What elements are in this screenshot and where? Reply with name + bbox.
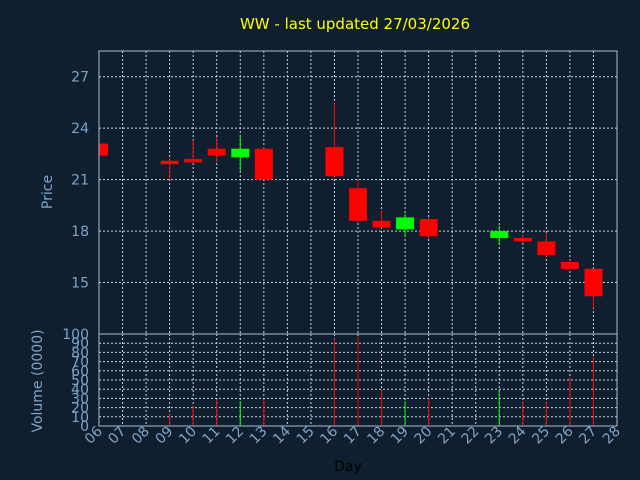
x-tick-label: 07 — [105, 424, 129, 448]
x-tick-label: 10 — [176, 424, 200, 448]
volume-tick-label: 10 — [71, 410, 89, 426]
x-tick-label: 09 — [153, 424, 177, 448]
x-tick-label: 14 — [270, 423, 294, 447]
volume-tick-label: 70 — [71, 355, 89, 371]
candle — [349, 179, 367, 223]
candle-body — [396, 217, 415, 230]
x-tick-label: 20 — [412, 424, 436, 448]
x-tick-label: 16 — [317, 423, 341, 447]
x-tick-label: 25 — [529, 424, 553, 448]
volume-plot-frame — [98, 333, 618, 427]
x-tick-label: 12 — [223, 424, 247, 448]
x-tick-label: 27 — [576, 424, 600, 448]
volume-tick-label: 80 — [71, 345, 89, 361]
volume-tick-label: 60 — [71, 364, 89, 380]
x-tick-label: 11 — [200, 424, 224, 448]
volume-tick-label: 50 — [71, 373, 89, 389]
price-tick-label: 21 — [71, 173, 89, 189]
price-tick-labels: 15 18 21 24 27 — [71, 70, 89, 292]
candle — [98, 143, 108, 156]
candle — [419, 217, 438, 238]
candle-body — [207, 148, 226, 156]
volume-tick-label: 20 — [71, 401, 89, 417]
candle-body — [99, 143, 108, 156]
price-grid — [99, 51, 617, 334]
candle — [584, 268, 603, 309]
x-tick-label: 13 — [247, 424, 271, 448]
x-tick-label: 23 — [482, 424, 506, 448]
candle — [513, 234, 532, 244]
candle-body — [231, 148, 250, 158]
candle — [207, 136, 226, 163]
x-tick-label: 21 — [435, 424, 459, 448]
candle — [184, 140, 203, 163]
volume-tick-label: 100 — [62, 327, 89, 343]
x-tick-label: 24 — [506, 423, 530, 447]
candle-body — [349, 188, 367, 221]
candle-body — [584, 268, 603, 297]
volume-axis-label: Volume (0000) — [30, 329, 46, 432]
candle-body — [325, 147, 344, 177]
chart-title: WW - last updated 27/03/2026 — [240, 15, 470, 33]
x-tick-label: 28 — [600, 424, 624, 448]
candle-body — [160, 160, 179, 165]
x-tick-label: 17 — [341, 424, 365, 448]
price-tick-label: 24 — [71, 121, 89, 137]
price-candles — [98, 102, 603, 309]
x-tick-label: 15 — [294, 424, 318, 448]
candle — [396, 213, 415, 237]
candle — [231, 135, 250, 172]
candle — [372, 210, 391, 228]
candle-body — [513, 237, 532, 242]
candle — [160, 157, 179, 180]
volume-tick-label: 30 — [71, 391, 89, 407]
x-axis-label: Day — [334, 459, 362, 475]
candle-body — [254, 148, 273, 180]
volume-tick-label: 40 — [71, 382, 89, 398]
x-tick-labels: 06 07 08 09 10 11 12 13 14 15 16 17 18 19 20 21 22 23 24 25… — [82, 423, 624, 447]
x-tick-label: 26 — [553, 423, 577, 447]
candle-body — [184, 159, 203, 163]
volume-tick-label: 90 — [71, 336, 89, 352]
candle — [490, 225, 509, 245]
x-tick-label: 18 — [364, 424, 388, 448]
candle-body — [419, 219, 438, 237]
volume-bars — [169, 336, 594, 426]
volume-tick-label: 0 — [80, 419, 89, 435]
candle — [537, 232, 556, 259]
candle-body — [537, 241, 556, 256]
candle — [254, 147, 273, 180]
candle — [560, 260, 579, 269]
candle-body — [372, 220, 391, 228]
x-tick-label: 22 — [459, 424, 483, 448]
candle-body — [490, 231, 509, 238]
x-tick-label: 19 — [388, 424, 412, 448]
price-tick-label: 15 — [71, 276, 89, 292]
x-tick-label: 08 — [129, 424, 153, 448]
price-tick-label: 18 — [71, 224, 89, 240]
price-axis-label: Price — [40, 175, 56, 209]
candle-body — [560, 261, 579, 269]
candle — [325, 102, 344, 178]
price-tick-label: 27 — [71, 70, 89, 86]
